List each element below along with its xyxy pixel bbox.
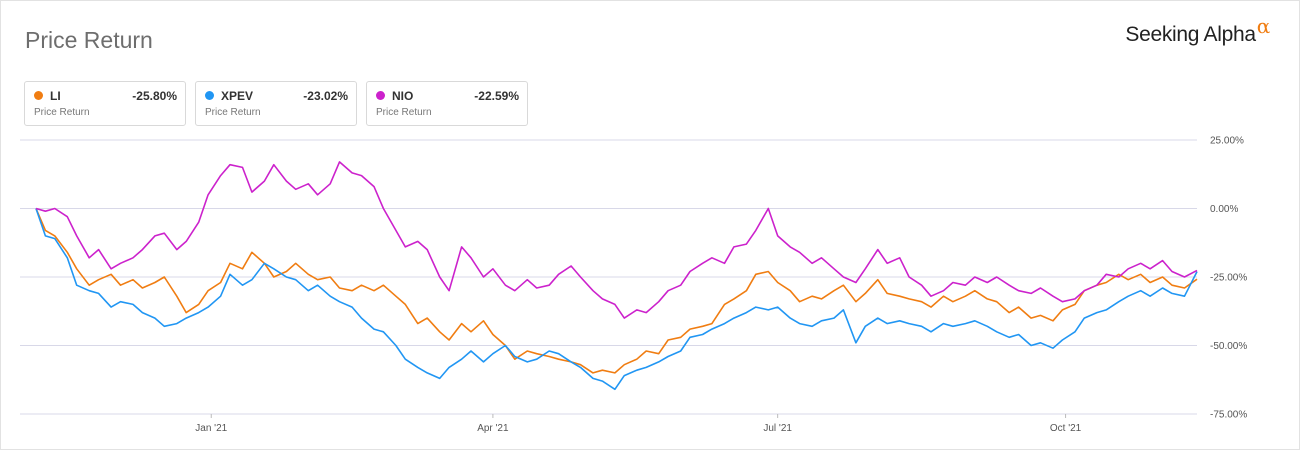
x-tick-label: Jul '21 bbox=[763, 423, 792, 434]
legend-subtitle: Price Return bbox=[376, 107, 432, 118]
alpha-icon: α bbox=[1256, 14, 1271, 38]
series-line-li[interactable] bbox=[35, 208, 1198, 374]
page-title: Price Return bbox=[25, 27, 153, 53]
legend-ticker: XPEV bbox=[221, 89, 254, 103]
y-tick-label: -50.00% bbox=[1210, 341, 1247, 352]
y-tick-label: -25.00% bbox=[1210, 273, 1247, 284]
series-line-nio[interactable] bbox=[35, 161, 1198, 319]
legend-value: -22.59% bbox=[474, 89, 519, 103]
legend-ticker: NIO bbox=[392, 89, 414, 103]
y-tick-label: 25.00% bbox=[1210, 136, 1244, 147]
y-tick-label: -75.00% bbox=[1210, 410, 1247, 421]
legend-item-li[interactable]: LI -25.80% Price Return bbox=[24, 81, 186, 126]
xpev-color-dot-icon bbox=[205, 91, 214, 100]
x-tick-label: Oct '21 bbox=[1050, 423, 1082, 434]
legend-value: -25.80% bbox=[132, 89, 177, 103]
li-color-dot-icon bbox=[34, 91, 43, 100]
x-tick-label: Apr '21 bbox=[477, 423, 509, 434]
series-line-xpev[interactable] bbox=[35, 208, 1198, 391]
y-tick-label: 0.00% bbox=[1210, 204, 1238, 215]
brand-name: Seeking Alpha bbox=[1125, 23, 1256, 46]
x-tick-label: Jan '21 bbox=[195, 423, 227, 434]
legend: LI -25.80% Price Return XPEV -23.02% Pri… bbox=[24, 81, 528, 126]
legend-item-nio[interactable]: NIO -22.59% Price Return bbox=[366, 81, 528, 126]
legend-subtitle: Price Return bbox=[205, 107, 261, 118]
legend-ticker: LI bbox=[50, 89, 61, 103]
legend-item-xpev[interactable]: XPEV -23.02% Price Return bbox=[195, 81, 357, 126]
legend-value: -23.02% bbox=[303, 89, 348, 103]
brand-logo: Seeking Alphaα bbox=[1125, 14, 1270, 47]
nio-color-dot-icon bbox=[376, 91, 385, 100]
legend-subtitle: Price Return bbox=[34, 107, 90, 118]
